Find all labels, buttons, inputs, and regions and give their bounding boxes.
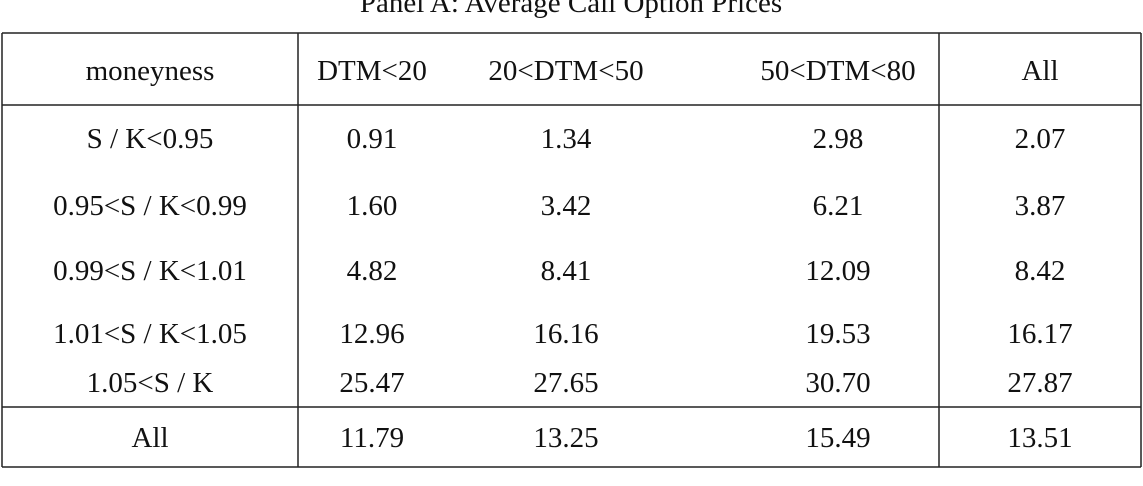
table-cell: 16.16	[533, 318, 598, 350]
row-label: 0.99<S / K<1.01	[53, 255, 247, 287]
row-label: 1.01<S / K<1.05	[53, 318, 247, 350]
row-label: All	[131, 422, 168, 454]
header-cell: moneyness	[86, 55, 215, 87]
table-cell: 15.49	[805, 422, 870, 454]
header-cell: All	[1021, 55, 1058, 87]
table-cell: 2.07	[1015, 123, 1066, 155]
table-cell: 12.09	[805, 255, 870, 287]
table-cell: 30.70	[805, 367, 870, 399]
table-border	[1, 32, 1142, 468]
table-cell: 3.42	[541, 190, 592, 222]
table-cell: 1.34	[541, 123, 592, 155]
row-label: S / K<0.95	[87, 123, 214, 155]
table-cell: 2.98	[813, 123, 864, 155]
header-cell: 20<DTM<50	[488, 55, 643, 87]
table-cell: 13.51	[1007, 422, 1072, 454]
header-cell: 50<DTM<80	[760, 55, 915, 87]
table-cell: 4.82	[347, 255, 398, 287]
table-cell: 12.96	[339, 318, 404, 350]
header-cell: DTM<20	[317, 55, 427, 87]
table-cell: 1.60	[347, 190, 398, 222]
row-label: 1.05<S / K	[87, 367, 214, 399]
table-cell: 27.65	[533, 367, 598, 399]
table-cell: 3.87	[1015, 190, 1066, 222]
table-cell: 16.17	[1007, 318, 1072, 350]
table-cell: 25.47	[339, 367, 404, 399]
table-cell: 19.53	[805, 318, 870, 350]
table-cell: 0.91	[347, 123, 398, 155]
panel-title: Panel A: Average Call Option Prices	[360, 0, 782, 19]
table-cell: 13.25	[533, 422, 598, 454]
table-cell: 8.41	[541, 255, 592, 287]
table-cell: 8.42	[1015, 255, 1066, 287]
table-cell: 27.87	[1007, 367, 1072, 399]
table-cell: 6.21	[813, 190, 864, 222]
row-label: 0.95<S / K<0.99	[53, 190, 247, 222]
table-cell: 11.79	[340, 422, 404, 454]
